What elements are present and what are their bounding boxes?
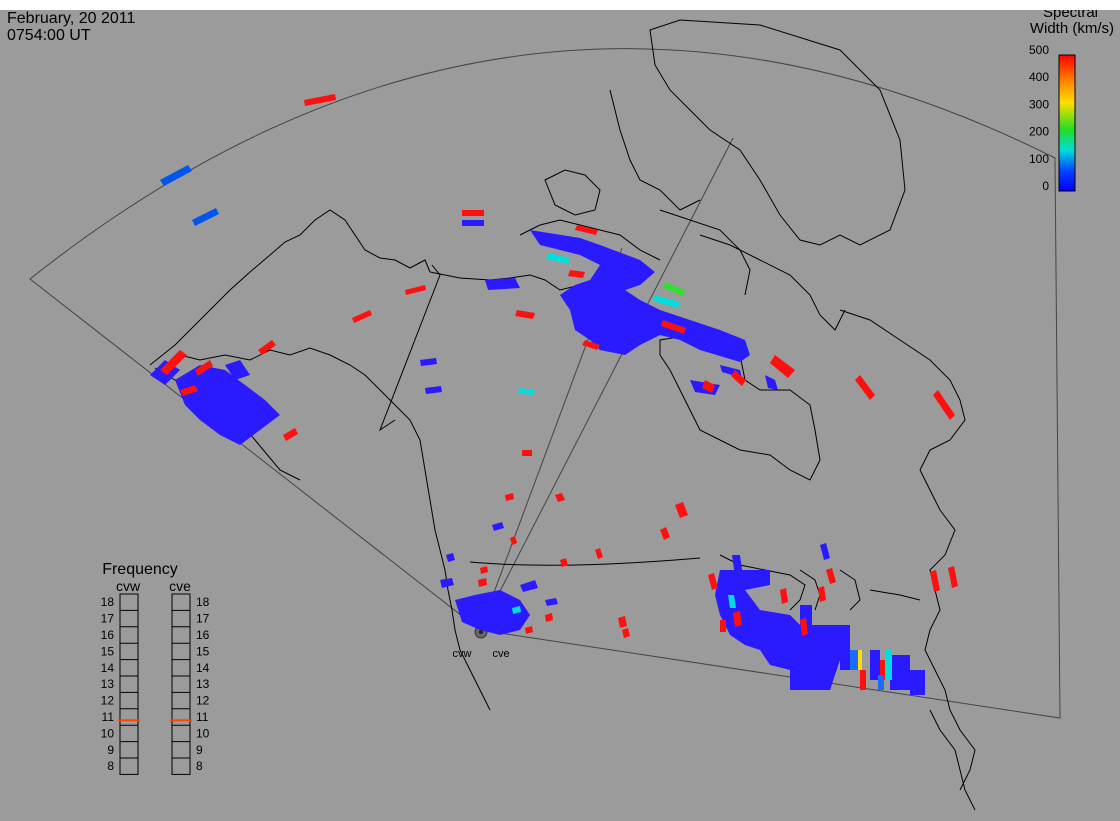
frequency-level-label: 18: [101, 595, 115, 609]
colorbar-tick-label: 300: [1029, 97, 1049, 111]
frequency-level-label: 8: [107, 759, 114, 773]
radar-map-stage: 500 400 300 200 100 0 Frequency cvw cve 18 17 1…: [0, 10, 1120, 821]
frequency-level-label: 14: [196, 661, 210, 675]
plot-date: February, 20 2011: [7, 10, 136, 27]
radar-site-center: [479, 630, 483, 634]
colorbar: 500 400 300 200 100 0: [1029, 43, 1076, 193]
frequency-level-label: 15: [196, 644, 210, 658]
frequency-level-label: 12: [101, 694, 115, 708]
colorbar-tick-label: 400: [1029, 70, 1049, 84]
frequency-level-label: 13: [101, 677, 115, 691]
colorbar-tick-label: 0: [1042, 179, 1049, 193]
frequency-title: Frequency: [102, 561, 178, 578]
frequency-level-label: 17: [196, 612, 210, 626]
frequency-radar-label-cve: cve: [169, 578, 191, 594]
colorbar-tick-label: 200: [1029, 125, 1049, 139]
frequency-ladder-cve: [171, 593, 191, 775]
colorbar-title-line1: Spectral: [1042, 10, 1098, 21]
echo-cells: [150, 94, 958, 695]
frequency-level-label: 8: [196, 759, 203, 773]
frequency-panel: Frequency cvw cve 18 17 16 15 14 13 12 11 10 9 8 18…: [101, 561, 210, 775]
frequency-level-label: 14: [101, 661, 115, 675]
frequency-level-label: 11: [196, 710, 209, 724]
plot-time: 0754:00 UT: [7, 27, 91, 44]
frequency-level-label: 15: [101, 644, 115, 658]
frequency-level-label: 9: [196, 743, 203, 757]
frequency-ladder-cvw: [119, 593, 139, 775]
colorbar-title-line2: Width (km/s): [1029, 20, 1114, 37]
coastlines: [149, 19, 976, 811]
frequency-level-label: 18: [196, 595, 210, 609]
frequency-radar-label-cvw: cvw: [116, 578, 141, 594]
radar-label-cvw: cvw: [453, 648, 472, 660]
frequency-level-label: 12: [196, 694, 210, 708]
frequency-level-label: 13: [196, 677, 210, 691]
map-canvas: 500 400 300 200 100 0 Frequency cvw cve 18 17 1…: [29, 19, 1076, 811]
colorbar-tick-label: 500: [1029, 43, 1049, 57]
colorbar-tick-label: 100: [1029, 152, 1049, 166]
frequency-level-label: 9: [107, 743, 114, 757]
radar-label-cve: cve: [492, 648, 509, 660]
frequency-level-label: 16: [196, 628, 210, 642]
colorbar-gradient: [1058, 54, 1076, 192]
frequency-level-label: 16: [101, 628, 115, 642]
frequency-level-label: 17: [101, 612, 115, 626]
frequency-level-label: 10: [196, 726, 210, 740]
frequency-level-label: 10: [101, 726, 115, 740]
frequency-level-label: 11: [102, 710, 115, 724]
